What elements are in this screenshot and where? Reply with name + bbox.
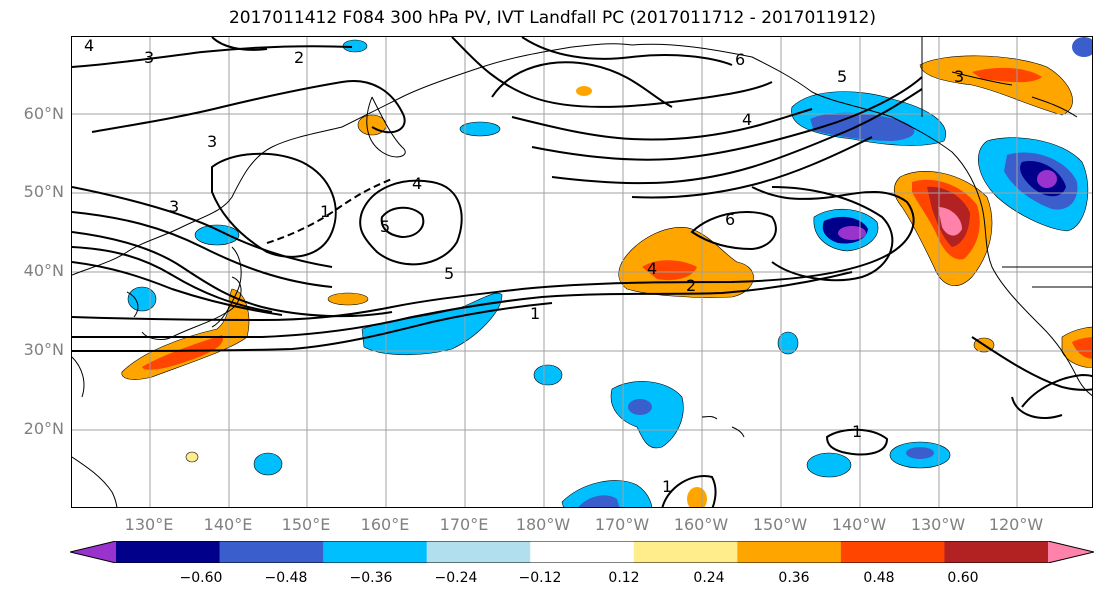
contour-label: 3 — [169, 197, 179, 216]
colorbar-segment — [840, 541, 945, 563]
contour-label: 6 — [735, 50, 745, 69]
colorbar-tick: −0.60 — [179, 570, 223, 586]
contour-label: 5 — [837, 67, 847, 86]
colorbar-tick: 0.36 — [778, 570, 810, 586]
colorbar-segment — [530, 541, 635, 563]
contour-label: 3 — [954, 67, 964, 86]
contour-label: 2 — [294, 48, 304, 67]
colorbar-segment — [116, 541, 221, 563]
colorbar-extend-min — [70, 541, 116, 563]
lon-label-150e: 150°E — [281, 515, 331, 534]
colorbar-segment — [219, 541, 324, 563]
contour-label: 4 — [742, 110, 752, 129]
map-panel: 4 3 2 6 5 3 4 4 3 5 1 6 5 4 2 1 1 1 3 — [71, 36, 1093, 508]
lat-label-50n: 50°N — [23, 182, 64, 201]
coastlines — [72, 37, 1092, 507]
colorbar — [70, 541, 1094, 563]
colorbar-segment — [323, 541, 428, 563]
lon-label-140w: 140°W — [831, 515, 887, 534]
pv-contours — [72, 37, 1092, 507]
lon-label-120w: 120°W — [988, 515, 1044, 534]
contour-label: 1 — [852, 422, 862, 441]
lat-label-40n: 40°N — [23, 261, 64, 280]
colorbar-segment — [426, 541, 531, 563]
colorbar-tick: −0.12 — [518, 570, 562, 586]
dashed-contour — [266, 178, 393, 244]
contour-label: 1 — [530, 304, 540, 323]
contour-label: 3 — [144, 48, 154, 67]
contour-labels: 4 3 2 6 5 3 4 4 3 5 1 6 5 4 2 1 1 1 3 — [84, 37, 964, 496]
lat-lon-grid — [72, 37, 1092, 507]
colorbar-tick: 0.24 — [693, 570, 725, 586]
colorbar-tick: 0.48 — [863, 570, 895, 586]
lat-label-30n: 30°N — [23, 340, 64, 359]
colorbar-tick: −0.36 — [349, 570, 393, 586]
lon-label-130e: 130°E — [124, 515, 174, 534]
contour-label: 1 — [320, 202, 330, 221]
colorbar-segment — [737, 541, 842, 563]
lat-label-60n: 60°N — [23, 104, 64, 123]
map-canvas: 4 3 2 6 5 3 4 4 3 5 1 6 5 4 2 1 1 1 3 — [72, 37, 1092, 507]
lat-label-20n: 20°N — [23, 419, 64, 438]
colorbar-segment — [944, 541, 1049, 563]
colorbar-extend-max — [1048, 541, 1094, 563]
colorbar-tick: 0.12 — [608, 570, 640, 586]
colorbar-tick: −0.24 — [434, 570, 478, 586]
lon-label-150w: 150°W — [752, 515, 808, 534]
contour-label: 2 — [686, 276, 696, 295]
contour-label: 4 — [84, 37, 94, 55]
lon-label-170w: 170°W — [594, 515, 650, 534]
lon-label-130w: 130°W — [910, 515, 966, 534]
shaded-anomalies — [121, 37, 1092, 507]
contour-label: 6 — [725, 210, 735, 229]
lon-label-160w: 160°W — [673, 515, 729, 534]
contour-label: 5 — [380, 217, 390, 236]
colorbar-tick: 0.60 — [947, 570, 979, 586]
colorbar-tick: −0.48 — [264, 570, 308, 586]
contour-label: 5 — [444, 264, 454, 283]
lon-label-180w: 180°W — [515, 515, 571, 534]
contour-label: 1 — [662, 477, 672, 496]
lon-label-140e: 140°E — [203, 515, 253, 534]
contour-label: 4 — [647, 259, 657, 278]
colorbar-segment — [633, 541, 738, 563]
map-title: 2017011412 F084 300 hPa PV, IVT Landfall… — [228, 8, 876, 28]
contour-label: 3 — [207, 132, 217, 151]
lon-label-160e: 160°E — [360, 515, 410, 534]
contour-label: 4 — [412, 174, 422, 193]
lon-label-170e: 170°E — [439, 515, 489, 534]
